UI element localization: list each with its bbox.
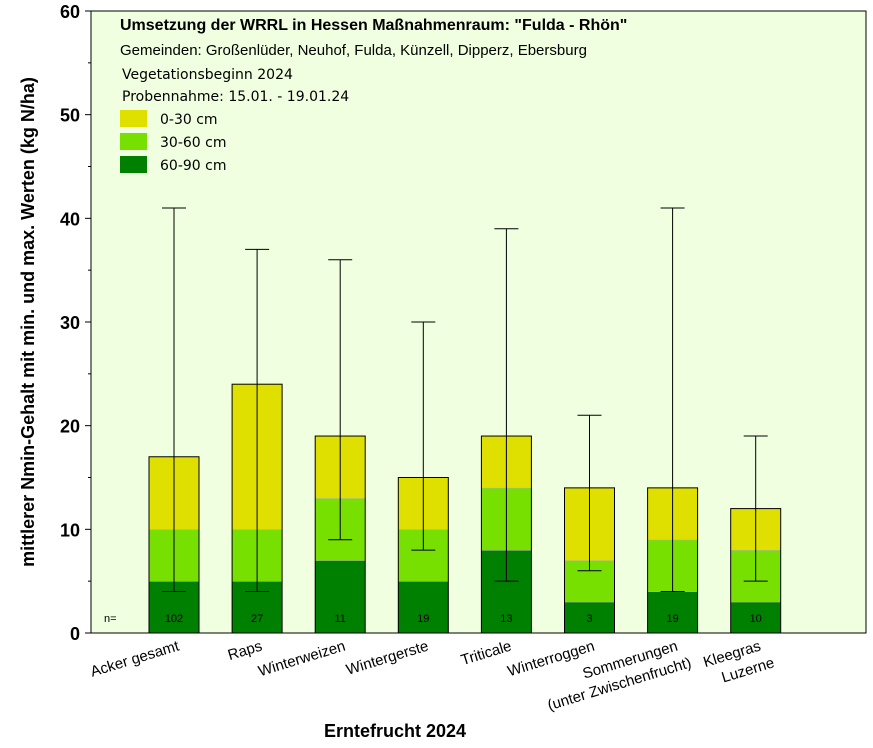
- legend-swatch: [120, 110, 147, 127]
- note-vegetation: Vegetationsbeginn 2024: [122, 67, 293, 83]
- category-label: Raps: [226, 638, 264, 664]
- category-label: Winterweizen: [256, 638, 347, 681]
- y-tick-label: 60: [60, 2, 80, 22]
- category-label-line: Raps: [226, 638, 264, 664]
- category-label-line: Winterweizen: [256, 638, 347, 681]
- category-label: Acker gesamt: [89, 637, 182, 680]
- y-tick-label: 0: [70, 624, 80, 644]
- y-tick-label: 10: [60, 520, 80, 540]
- y-tick-label: 30: [60, 313, 80, 333]
- category-label-line: Wintergerste: [344, 638, 430, 679]
- n-count-label: 19: [417, 613, 429, 625]
- n-prefix-label: n=: [104, 613, 117, 625]
- y-tick-label: 50: [60, 106, 80, 126]
- bar-segment-0: [564, 601, 615, 633]
- n-count-label: 11: [334, 613, 345, 625]
- n-count-label: 19: [666, 613, 678, 625]
- bar-segment-0: [730, 601, 781, 633]
- legend-swatch: [120, 133, 147, 150]
- x-axis-title: Erntefrucht 2024: [324, 721, 466, 741]
- n-count-label: 102: [165, 613, 183, 625]
- bar-segment-0: [315, 560, 366, 633]
- legend-label: 30-60 cm: [160, 135, 226, 151]
- n-count-label: 10: [750, 613, 762, 625]
- legend-label: 0-30 cm: [160, 112, 218, 128]
- y-tick-label: 20: [60, 417, 80, 437]
- y-tick-label: 40: [60, 209, 80, 229]
- n-count-label: 13: [500, 613, 512, 625]
- legend-swatch: [120, 156, 147, 173]
- legend: 0-30 cm 30-60 cm 60-90 cm: [120, 110, 226, 174]
- chart-subtitle: Gemeinden: Großenlüder, Neuhof, Fulda, K…: [120, 42, 587, 59]
- bar-segment-0: [398, 581, 449, 633]
- chart-title: Umsetzung der WRRL in Hessen Maßnahmenra…: [120, 17, 627, 34]
- category-label-line: Acker gesamt: [89, 637, 182, 680]
- legend-label: 60-90 cm: [160, 158, 226, 174]
- category-label: Wintergerste: [344, 638, 430, 679]
- bar-segment-0: [647, 591, 698, 633]
- n-count-label: 27: [251, 613, 263, 625]
- n-count-label: 3: [586, 613, 592, 625]
- y-axis-title: mittlerer Nmin-Gehalt mit min. und max. …: [18, 77, 38, 567]
- note-sampling: Probennahme: 15.01. - 19.01.24: [122, 89, 349, 105]
